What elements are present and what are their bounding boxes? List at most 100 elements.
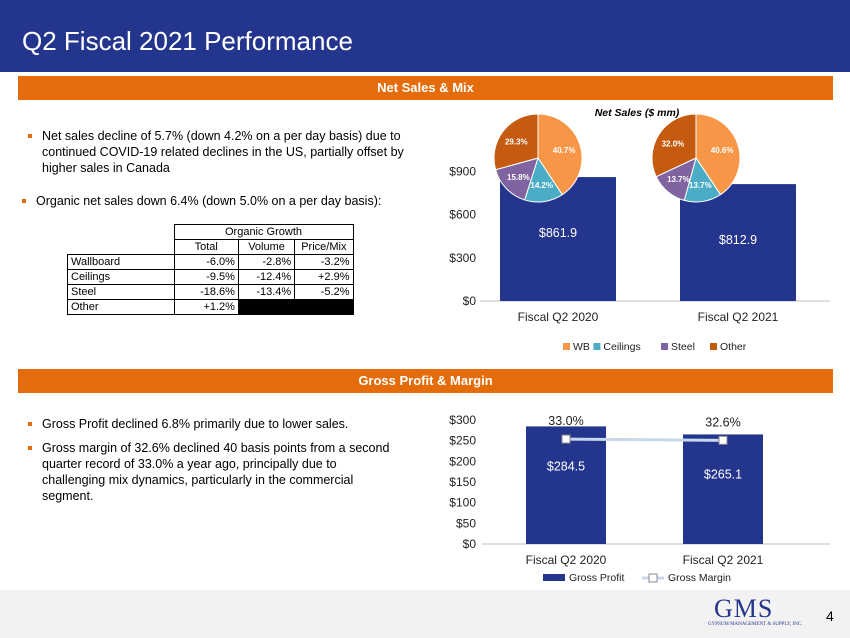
table-title-row: Organic Growth: [68, 224, 354, 240]
pie-slice: [493, 113, 539, 171]
net-sales-chart: Net Sales ($ mm) $0 $300 $600 $900 $861.9 Fi…: [449, 107, 830, 353]
y-tick-label: $250: [449, 434, 476, 448]
table-title: Organic Growth: [173, 224, 354, 240]
bullet-line: segment.: [42, 489, 94, 503]
y-tick-label: $200: [449, 454, 476, 468]
margin-data-label: 32.6%: [705, 415, 740, 429]
page-title: Q2 Fiscal 2021 Performance: [22, 26, 353, 56]
bullet-marker: [28, 422, 32, 426]
cell-total: -18.6%: [173, 284, 239, 300]
legend-label: Steel: [671, 341, 695, 353]
margin-data-label: 33.0%: [548, 414, 583, 428]
legend-label: Other: [720, 341, 747, 353]
chart-title: Net Sales ($ mm): [595, 107, 680, 119]
bullet-line: Gross margin of 32.6% declined 40 basis …: [42, 441, 390, 455]
pie-slice-label: 29.3%: [505, 137, 528, 146]
pie-slice-label: 14.2%: [530, 181, 553, 190]
pies: 40.7% 14.2%15.8% 29.3% 40.6% 13.7%13.7% 32.0%: [493, 113, 741, 203]
logo-wordmark: GMS: [714, 594, 774, 623]
cell-total: -9.5%: [173, 269, 239, 285]
page-number: 4: [826, 608, 834, 624]
legend-label: Ceilings: [603, 341, 640, 353]
net-sales-band: Net Sales & Mix: [18, 76, 833, 100]
bar-data-label: $284.5: [547, 459, 585, 473]
bar-data-label: $265.1: [704, 467, 742, 481]
legend-swatch: [710, 343, 717, 350]
pie-slice-label: 15.8%: [507, 173, 530, 182]
logo-subtitle: GYPSUM MANAGEMENT & SUPPLY, INC.: [708, 622, 803, 627]
gross-profit-chart: $0 $50 $100 $150 $200 $250 $300 $284.5 Fiscal Q…: [449, 413, 830, 584]
cell-pricemix: +2.9%: [294, 269, 354, 285]
x-tick-label: Fiscal Q2 2020: [518, 310, 599, 324]
margin-line: 33.0% 32.6%: [548, 414, 741, 445]
cell-total: -6.0%: [173, 254, 239, 270]
legend-label: Gross Profit: [569, 572, 625, 584]
cell-volume: -12.4%: [237, 269, 296, 285]
column-header: Total: [173, 239, 239, 255]
y-axis: $0 $50 $100 $150 $200 $250 $300: [449, 413, 830, 551]
table-header-row: Total Volume Price/Mix: [68, 239, 354, 255]
legend-label: Gross Margin: [668, 572, 731, 584]
bullet-marker: [28, 446, 32, 450]
y-tick-label: $0: [463, 537, 477, 551]
bullet-marker: [22, 199, 26, 203]
pie-slice: [695, 113, 741, 196]
bullet-line: challenging mix dynamics, particularly i…: [42, 473, 354, 487]
bar: [680, 184, 796, 301]
bullet-marker: [28, 134, 32, 138]
column-header: Volume: [237, 239, 296, 255]
bullet-line: Gross Profit declined 6.8% primarily due…: [42, 417, 349, 431]
legend-swatch: [593, 343, 601, 350]
table-row: Other +1.2%: [67, 299, 354, 315]
legend-label: WB: [573, 341, 590, 353]
x-tick-label: Fiscal Q2 2021: [683, 553, 764, 567]
company-logo: GMS GYPSUM MANAGEMENT & SUPPLY, INC.: [708, 594, 802, 627]
legend-swatch: [563, 343, 570, 350]
title-bar: Q2 Fiscal 2021 Performance: [0, 0, 850, 72]
legend: Gross Profit Gross Margin: [543, 572, 731, 584]
x-tick-label: Fiscal Q2 2020: [526, 553, 607, 567]
y-tick-label: $600: [449, 208, 476, 222]
bullet-line: higher sales in Canada: [42, 161, 170, 175]
gross-profit-band: Gross Profit & Margin: [18, 369, 833, 393]
pie-slice-label: 40.6%: [711, 146, 734, 155]
bar-data-label: $812.9: [719, 233, 757, 247]
bullet-line: Organic net sales down 6.4% (down 5.0% o…: [36, 194, 382, 208]
legend: WB Ceilings Steel Other: [563, 341, 747, 353]
organic-growth-table: Organic Growth Total Volume Price/Mix Wa…: [67, 224, 354, 315]
bullet-line: quarter record of 33.0% a year ago, prin…: [42, 457, 337, 471]
table-row: Ceilings -9.5% -12.4% +2.9%: [67, 269, 354, 285]
pie-slice-label: 40.7%: [553, 146, 576, 155]
y-tick-label: $100: [449, 496, 476, 510]
bar: [683, 434, 763, 544]
table-row: Wallboard -6.0% -2.8% -3.2%: [67, 254, 354, 270]
legend-swatch: [661, 343, 668, 350]
cell-volume: -13.4%: [237, 284, 296, 300]
bar-data-label: $861.9: [539, 226, 577, 240]
y-tick-label: $0: [463, 294, 477, 308]
cell-pricemix: -5.2%: [294, 284, 354, 300]
row-label: Steel: [67, 284, 175, 300]
cell-volume: -2.8%: [237, 254, 296, 270]
bars: $284.5 Fiscal Q2 2020 $265.1 Fiscal Q2 2021: [526, 426, 764, 567]
margin-point: [718, 435, 728, 445]
row-label: Wallboard: [67, 254, 175, 270]
legend-swatch: [543, 574, 565, 581]
column-header: Price/Mix: [294, 239, 354, 255]
cell-blank: [237, 299, 354, 315]
y-tick-label: $900: [449, 165, 476, 179]
row-label: Ceilings: [67, 269, 175, 285]
y-tick-label: $300: [449, 251, 476, 265]
y-tick-label: $150: [449, 475, 476, 489]
cell-pricemix: -3.2%: [294, 254, 354, 270]
y-tick-label: $300: [449, 413, 476, 427]
cell-total: +1.2%: [173, 299, 239, 315]
pie-slice-label: 13.7%: [689, 181, 712, 190]
row-label: Other: [67, 299, 175, 315]
x-tick-label: Fiscal Q2 2021: [698, 310, 779, 324]
margin-line-segment: [565, 437, 724, 442]
bar: [526, 426, 606, 544]
footer: [0, 590, 850, 638]
pie-slice-label: 32.0%: [662, 139, 685, 148]
bullet-line: continued COVID-19 related declines in t…: [42, 145, 404, 159]
